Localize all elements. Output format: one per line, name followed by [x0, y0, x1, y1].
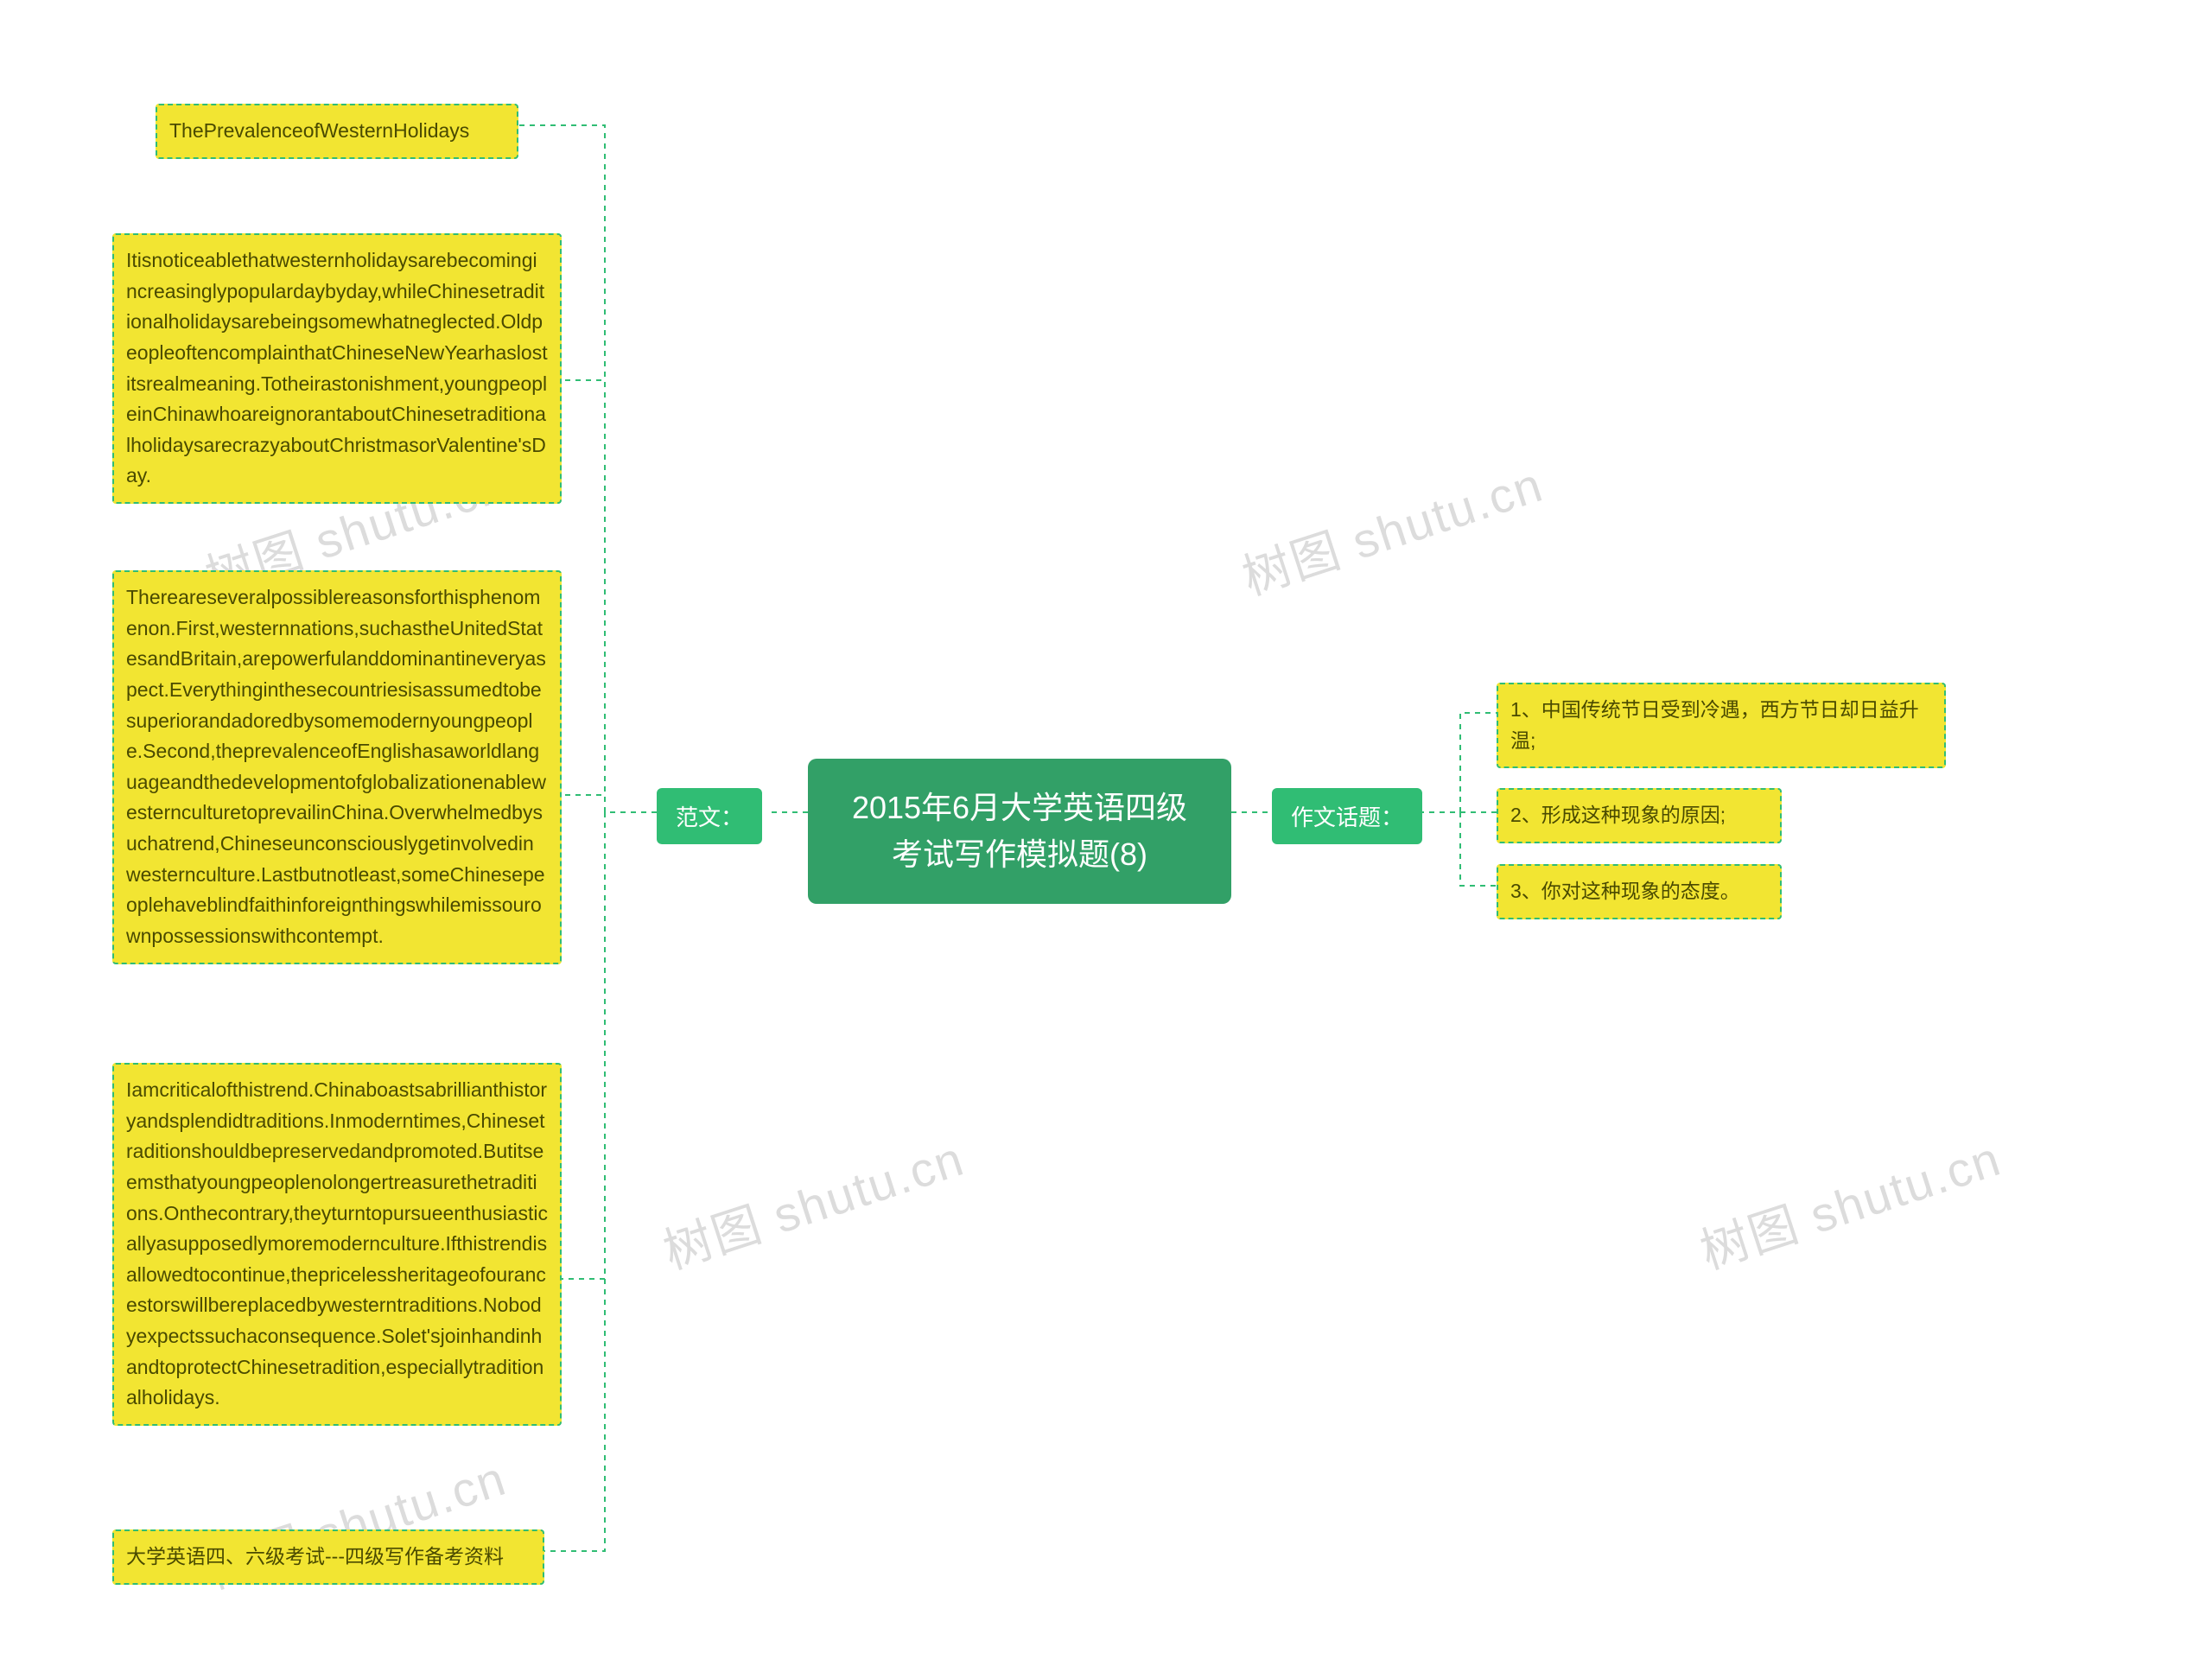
root-line1: 2015年6月大学英语四级 — [852, 790, 1187, 825]
root-line2: 考试写作模拟题(8) — [892, 836, 1147, 872]
leaf-essay-title: ThePrevalenceofWesternHolidays — [156, 104, 518, 159]
watermark: 树图 shutu.cn — [1690, 1120, 2009, 1283]
leaf-essay-para2: Thereareseveralpossiblereasonsforthisphe… — [112, 570, 562, 964]
leaf-topic-3: 3、你对这种现象的态度。 — [1497, 864, 1782, 919]
branch-essay-topic: 作文话题： — [1272, 788, 1422, 844]
leaf-essay-para3: Iamcriticalofthistrend.Chinaboastsabrill… — [112, 1063, 562, 1426]
leaf-topic-1: 1、中国传统节日受到冷遇，西方节日却日益升温; — [1497, 683, 1946, 768]
branch-sample-essay: 范文： — [657, 788, 762, 844]
watermark: 树图 shutu.cn — [653, 1120, 972, 1283]
leaf-essay-footer: 大学英语四、六级考试---四级写作备考资料 — [112, 1529, 544, 1585]
leaf-essay-para1: Itisnoticeablethatwesternholidaysarebeco… — [112, 233, 562, 504]
leaf-topic-2: 2、形成这种现象的原因; — [1497, 788, 1782, 843]
watermark: 树图 shutu.cn — [1232, 446, 1551, 609]
mindmap-root: 2015年6月大学英语四级 考试写作模拟题(8) — [808, 759, 1231, 904]
